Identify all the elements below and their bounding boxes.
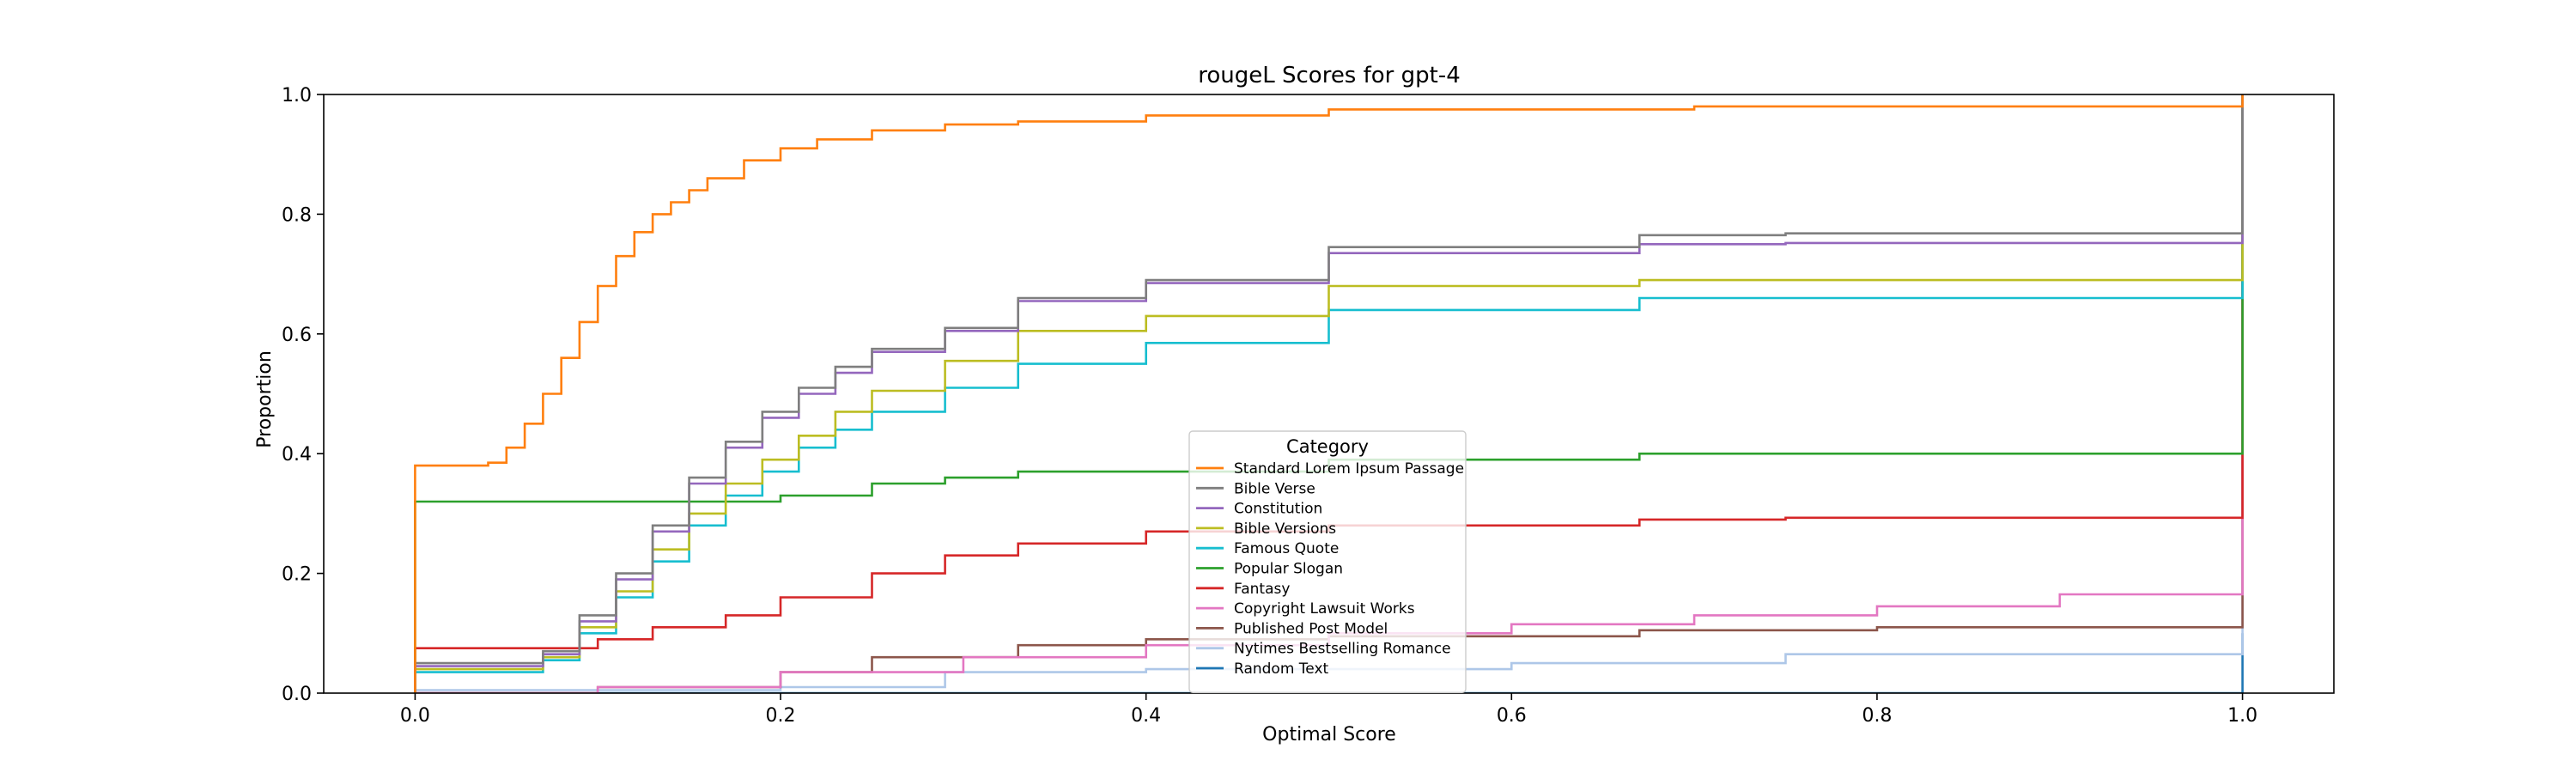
legend-entry-bible-versions: Bible Versions <box>1234 520 1336 538</box>
series-line-popular-slogan <box>414 94 2244 693</box>
y-tick-label: 0.4 <box>282 444 312 466</box>
legend-entry-standard-lorem-ipsum-passage: Standard Lorem Ipsum Passage <box>1234 460 1464 478</box>
legend-box <box>1188 430 1467 693</box>
x-tick-label: 0.0 <box>400 705 430 727</box>
y-tick-label: 0.8 <box>282 204 312 226</box>
x-tick-label: 1.0 <box>2227 705 2257 727</box>
series-line-constitution <box>414 94 2244 693</box>
legend-entry-popular-slogan: Popular Slogan <box>1234 561 1343 578</box>
plot-area <box>323 94 2335 694</box>
legend-entry-nytimes-bestselling-romance: Nytimes Bestselling Romance <box>1234 641 1451 658</box>
y-tick-label: 0.6 <box>282 325 312 346</box>
series-line-bible-verse <box>414 94 2244 693</box>
legend-entry-random-text: Random Text <box>1234 660 1329 678</box>
y-tick-label: 0.0 <box>282 684 312 705</box>
legend-entry-copyright-lawsuit-works: Copyright Lawsuit Works <box>1234 600 1415 618</box>
y-tick-label: 0.2 <box>282 564 312 586</box>
legend-title: Category <box>1286 436 1369 457</box>
chart-title: rougeL Scores for gpt-4 <box>1198 63 1461 88</box>
legend-entry-famous-quote: Famous Quote <box>1234 540 1339 557</box>
x-tick-label: 0.6 <box>1497 705 1527 727</box>
series-lines <box>414 94 2244 693</box>
legend-entry-published-post-model: Published Post Model <box>1234 620 1388 637</box>
x-tick-label: 0.4 <box>1131 705 1161 727</box>
axis-ticks: 0.0 0.2 0.4 0.6 0.8 1.0 0.0 0.2 0.4 0.6 0.8 1.0 <box>282 85 2257 727</box>
series-line-fantasy <box>414 94 2244 693</box>
legend-entry-constitution: Constitution <box>1234 501 1322 518</box>
legend-entry-bible-verse: Bible Verse <box>1234 480 1315 497</box>
x-tick-label: 0.8 <box>1862 705 1892 727</box>
legend-entry-fantasy: Fantasy <box>1234 581 1290 598</box>
y-tick-label: 1.0 <box>282 85 312 107</box>
legend: Category Standard Lorem Ipsum Passage Bibl… <box>1188 430 1467 693</box>
x-tick-label: 0.2 <box>766 705 796 727</box>
series-line-standard-lorem-ipsum-passage <box>414 94 2244 693</box>
series-line-nytimes-bestselling-romance <box>414 94 2244 693</box>
y-axis-label: Proportion <box>254 350 276 448</box>
x-axis-label: Optimal Score <box>1262 724 1396 746</box>
